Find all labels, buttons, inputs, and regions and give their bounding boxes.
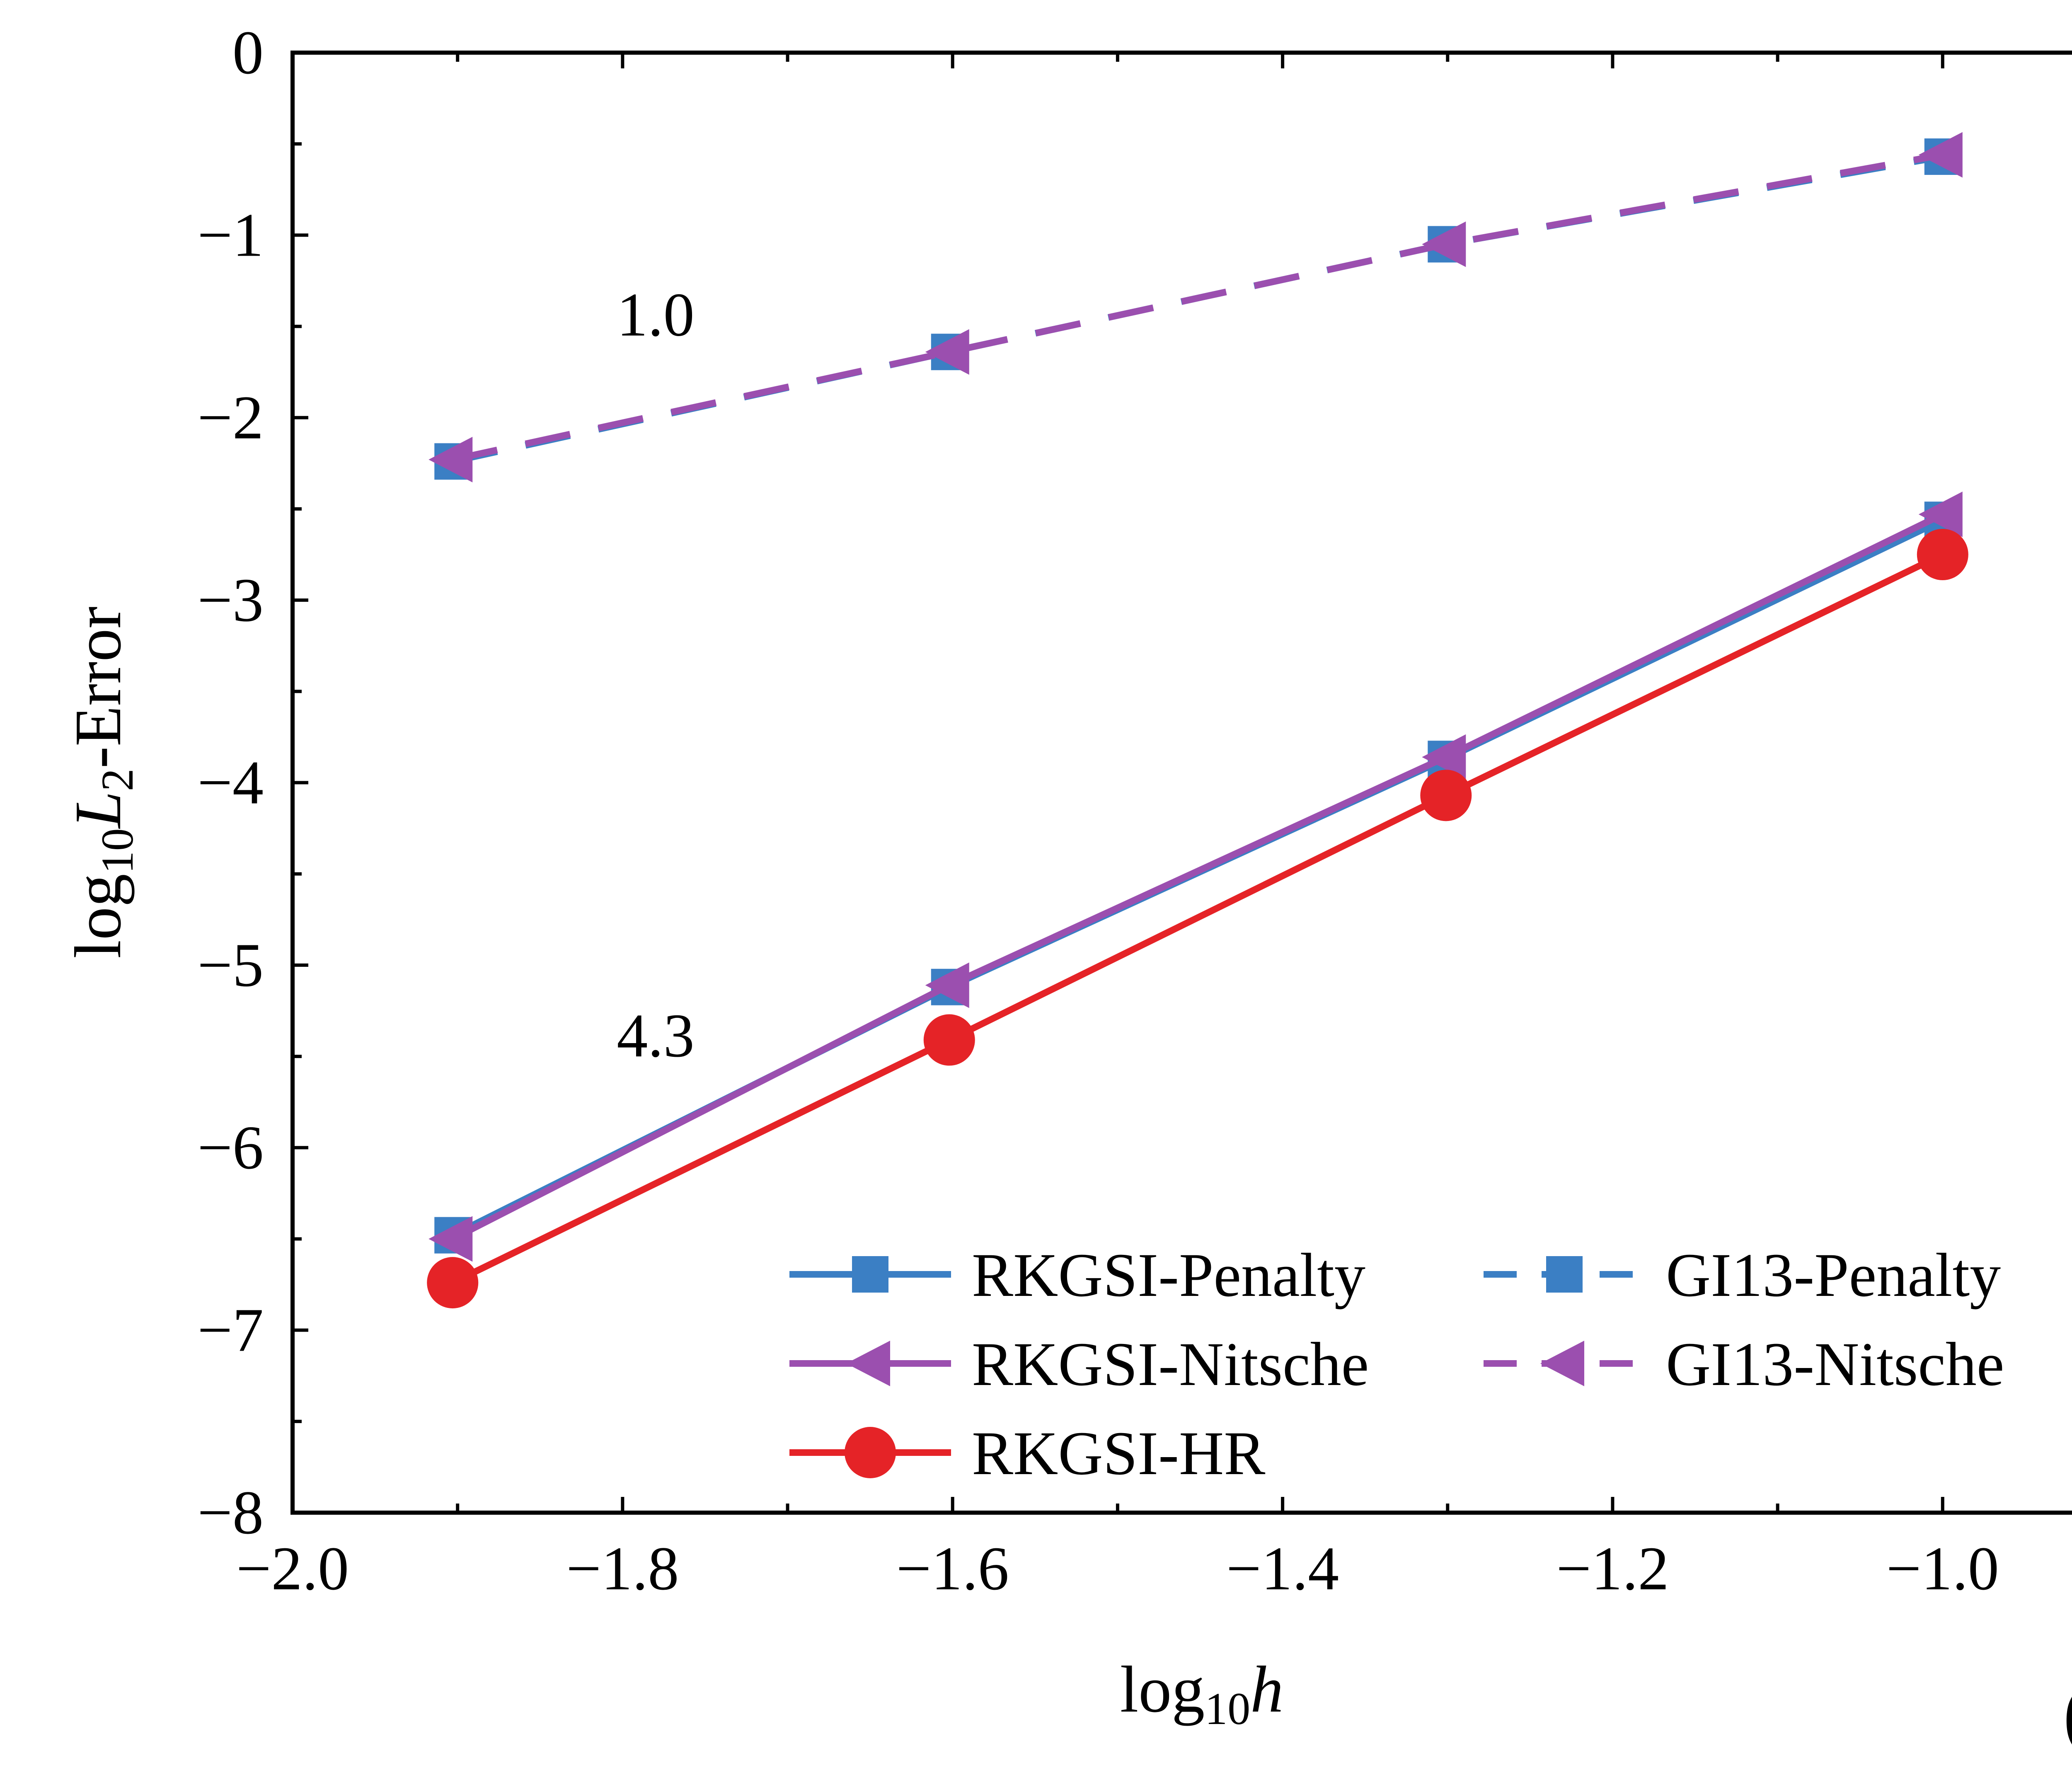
y-tick-label: −8 (197, 1478, 264, 1547)
series-line (451, 511, 1944, 1242)
x-tick-label: −1.2 (1556, 1534, 1669, 1603)
annotation-layer: 1.0 4.3 (617, 281, 695, 1070)
series-line (451, 551, 1944, 1286)
legend-item: RKGSI-Penalty (789, 1241, 1365, 1310)
data-point (428, 437, 473, 483)
legend-label: GI13-Penalty (1666, 1241, 2001, 1310)
data-point (923, 1014, 975, 1066)
series-GI13-Nitsche (428, 132, 1963, 483)
legend-swatch-marker (845, 1427, 896, 1478)
legend-swatch-marker (852, 1256, 888, 1293)
y-axis-label: log10L2-Error (61, 606, 143, 958)
legend-swatch-marker (1540, 1341, 1584, 1386)
y-tick-label: −1 (197, 201, 264, 269)
axis-ticks: −2.0 −1.8 −1.6 −1.4 −1.2 −1.0 0 −1 −2 −3 −4 −5 −6 −7 −… (197, 18, 1999, 1603)
legend-label: RKGSI-HR (972, 1419, 1265, 1488)
data-point (428, 1216, 473, 1262)
data-point (925, 329, 969, 375)
data-point (925, 962, 969, 1008)
y-tick-label: −5 (197, 931, 264, 1000)
data-point (1420, 770, 1472, 821)
legend-item: RKGSI-Nitsche (789, 1330, 1369, 1399)
y-tick-label: −6 (197, 1113, 264, 1182)
data-point (427, 1257, 479, 1309)
data-point (1918, 492, 1963, 538)
data-point (1422, 221, 1466, 267)
legend-swatch-marker (846, 1341, 890, 1386)
data-point (1918, 132, 1963, 178)
legend-label: RKGSI-Penalty (972, 1241, 1365, 1310)
x-tick-label: −2.0 (236, 1534, 349, 1603)
slope-annotation: 1.0 (617, 281, 695, 349)
y-tick-label: −7 (197, 1296, 264, 1365)
legend-item: RKGSI-HR (789, 1419, 1265, 1488)
series-line (452, 151, 1944, 463)
series-layer (427, 132, 1968, 1309)
x-axis-label: log10h (1120, 1652, 1283, 1734)
panel-label: (a) (2063, 1667, 2072, 1759)
x-tick-label: −1.6 (896, 1534, 1009, 1603)
x-tick-label: −1.8 (566, 1534, 679, 1603)
y-tick-label: −4 (197, 748, 264, 817)
legend-swatch-marker (1546, 1256, 1583, 1293)
legend-label: RKGSI-Nitsche (972, 1330, 1369, 1399)
slope-annotation: 4.3 (617, 1001, 695, 1070)
legend-item: GI13-Penalty (1484, 1241, 2001, 1310)
legend: RKGSI-Penalty RKGSI-Nitsche RKGSI-HR GI13-P… (789, 1241, 2004, 1488)
x-tick-label: −1.4 (1226, 1534, 1339, 1603)
data-point (1917, 529, 1968, 581)
series-RKGSI-HR (427, 529, 1968, 1309)
y-tick-label: −2 (197, 383, 264, 452)
series-RKGSI-Nitsche (428, 492, 1963, 1262)
legend-label: GI13-Nitsche (1666, 1330, 2004, 1399)
x-tick-label: −1.0 (1886, 1534, 1999, 1603)
legend-item: GI13-Nitsche (1484, 1330, 2004, 1399)
data-point (1422, 734, 1466, 780)
y-tick-label: 0 (232, 18, 264, 87)
y-tick-label: −3 (197, 566, 264, 634)
